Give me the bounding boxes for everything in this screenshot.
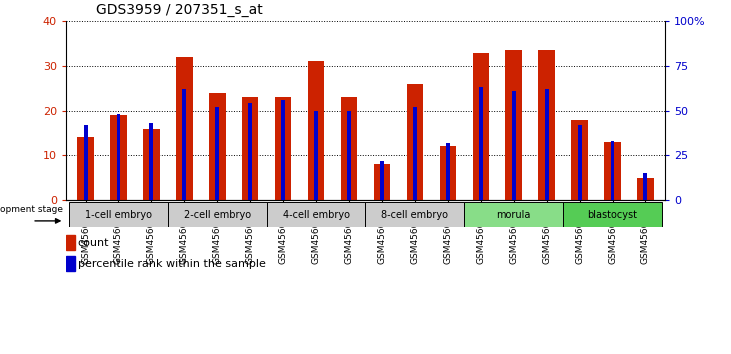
Bar [66, 256, 75, 271]
Text: 8-cell embryo: 8-cell embryo [382, 210, 448, 219]
Bar [643, 173, 648, 200]
Bar [610, 141, 615, 200]
Bar [563, 202, 662, 227]
Bar [366, 202, 464, 227]
Bar [545, 89, 549, 200]
Bar [110, 115, 126, 200]
Bar [249, 103, 252, 200]
Bar [637, 178, 654, 200]
Text: blastocyst: blastocyst [588, 210, 637, 219]
Bar [83, 125, 88, 200]
Text: count: count [77, 238, 109, 248]
Text: GDS3959 / 207351_s_at: GDS3959 / 207351_s_at [96, 4, 262, 17]
Bar [479, 87, 482, 200]
Bar [472, 52, 489, 200]
Bar [308, 62, 325, 200]
Bar [572, 120, 588, 200]
Bar [168, 202, 267, 227]
Bar [116, 114, 121, 200]
Bar [380, 161, 384, 200]
Bar [66, 235, 75, 250]
Bar [149, 123, 154, 200]
Bar [216, 107, 219, 200]
Bar [314, 110, 318, 200]
Bar [143, 129, 159, 200]
Bar [347, 110, 351, 200]
Bar [341, 97, 357, 200]
Bar [413, 107, 417, 200]
Bar [605, 142, 621, 200]
Bar [176, 57, 192, 200]
Bar [539, 50, 555, 200]
Bar [77, 137, 94, 200]
Bar [69, 202, 168, 227]
Bar [242, 97, 259, 200]
Text: 4-cell embryo: 4-cell embryo [283, 210, 349, 219]
Bar [446, 143, 450, 200]
Bar [464, 202, 563, 227]
Bar [512, 91, 515, 200]
Bar [182, 89, 186, 200]
Bar [439, 147, 456, 200]
Text: 2-cell embryo: 2-cell embryo [183, 210, 251, 219]
Bar [275, 97, 292, 200]
Bar [209, 93, 226, 200]
Text: 1-cell embryo: 1-cell embryo [85, 210, 152, 219]
Bar [505, 50, 522, 200]
Bar [406, 84, 423, 200]
Bar [267, 202, 366, 227]
Bar [281, 100, 285, 200]
Bar [577, 125, 582, 200]
Text: morula: morula [496, 210, 531, 219]
Text: development stage: development stage [0, 205, 63, 214]
Text: percentile rank within the sample: percentile rank within the sample [77, 259, 265, 269]
Bar [374, 164, 390, 200]
